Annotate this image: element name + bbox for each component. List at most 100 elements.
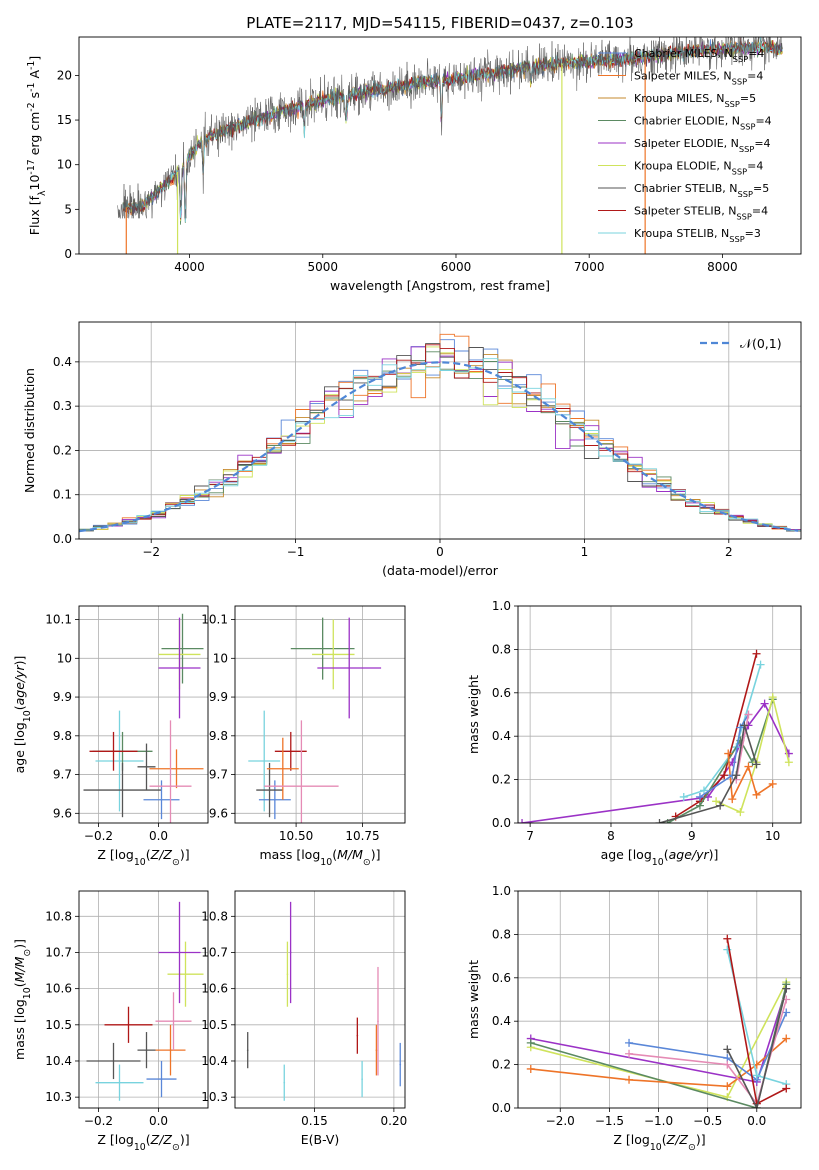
weight-line [726,988,788,1108]
legend-label: Salpeter MILES, NSSP​=4 [634,70,763,87]
weight-line [715,696,790,814]
y-tick-label: 1.0 [492,599,511,613]
weight-marker [736,723,745,732]
data-point [375,1049,378,1051]
data-point [160,1078,163,1080]
data-point [184,973,187,975]
weight-marker [784,758,793,767]
y-tick-label: 10.7 [201,945,228,959]
weight-marker [768,779,777,788]
y-tick-label: 9.8 [53,729,72,743]
y-tick-label: 0.2 [492,1058,511,1072]
data-point [282,767,284,770]
data-point [145,766,148,768]
weight-marker [723,1060,732,1069]
panel-ebv-mass: 0.15 0.20 10.3 10.4 10.5 10.6 10.7 10.8 E(B-V) [201,890,408,1147]
data-point [377,1020,379,1022]
y-tick-label: 10.8 [201,909,228,923]
data-point [169,1049,172,1051]
x-tick-label: 10 [765,829,780,843]
plot-area [86,901,204,1101]
y-tick-label: 9.9 [209,690,228,704]
y-axis-label: Flux [fλ​10-17​ erg cm-2​ s-1​ A-1​] [26,56,48,235]
x-axis-label: age [log10​(age/yr)] [601,847,719,868]
y-tick-label: 10.6 [45,982,72,996]
legend-label: Kroupa ELODIE, NSSP​=4 [634,160,763,177]
legend-label: Salpeter STELIB, NSSP​=4 [634,205,768,222]
axes-frame [517,605,802,824]
data-point [175,767,178,770]
legend-label: Chabrier MILES, NSSP​=4 [634,47,764,64]
weight-marker [625,1038,634,1047]
weight-marker [752,790,761,799]
x-tick-label: −1 [287,545,305,559]
data-point [289,750,292,753]
x-axis-label: (data-model)/error [382,563,499,578]
panel-residuals: −2 −1 0 1 2 0.0 0.1 0.2 0.3 0.4 (data-model)/error… [22,321,802,578]
weight-marker [625,1049,634,1058]
histogram-step [79,343,801,532]
data-point [283,1081,286,1084]
data-point [300,785,303,787]
y-tick-label: 10.1 [45,613,72,627]
x-tick-label: 0.0 [149,1114,168,1128]
x-axis-label: mass [log10​(M/M⊙​)] [260,847,381,868]
axes-frame [517,890,802,1109]
y-tick-label: 10.3 [45,1090,72,1104]
data-point [246,1049,249,1051]
y-tick-label: 0 [64,247,72,261]
legend-label: Chabrier ELODIE, NSSP​=4 [634,115,772,132]
weight-marker [744,710,753,719]
y-tick-label: 10 [57,158,72,172]
weight-marker [723,934,732,943]
plot-area [79,333,801,533]
data-point [361,1078,363,1080]
panel-spectrum: 4000 5000 6000 7000 8000 0 5 10 15 20 wavelength [… [26,36,802,293]
y-tick-label: 9.6 [209,806,228,820]
weight-marker [655,819,664,823]
x-tick-label: 0.20 [381,1114,408,1128]
data-point [399,1063,402,1066]
y-tick-label: 10.5 [45,1018,72,1032]
panel-mass-age: 10.50 10.75 9.6 9.7 9.8 9.9 10 10.1 mass [log10​… [201,605,406,868]
data-point [169,785,172,787]
y-tick-label: 0.0 [492,1101,511,1115]
y-axis-label: mass weight [466,960,481,1039]
histogram-step [79,358,801,531]
x-tick-label: −0.2 [84,829,113,843]
weight-marker [782,1034,791,1043]
y-tick-label: 0.8 [492,642,511,656]
data-point [118,1081,121,1084]
data-point [145,1049,148,1051]
data-point [112,1060,115,1062]
plot-area [248,617,382,823]
legend-label: Kroupa MILES, NSSP​=5 [634,92,756,109]
axes-frame [78,36,802,255]
x-tick-label: 5000 [308,260,339,274]
data-point [268,789,271,791]
x-tick-label: −2 [142,545,160,559]
weight-marker [782,1008,791,1017]
data-point [112,750,115,753]
weight-marker [732,771,741,780]
y-tick-label: 0.3 [53,399,72,413]
legend: 𝒩(0,1) [700,336,782,351]
y-tick-label: 0.0 [492,816,511,830]
weight-marker [728,795,737,804]
y-tick-label: 10.4 [201,1054,228,1068]
y-tick-label: 0.1 [53,488,72,502]
y-tick-label: 9.6 [53,806,72,820]
x-tick-label: −0.5 [693,1114,722,1128]
weight-marker [723,1045,732,1054]
legend-label: 𝒩(0,1) [740,336,782,351]
x-tick-label: 7 [526,829,534,843]
y-tick-label: 0.8 [492,927,511,941]
data-point [332,653,335,656]
panel-z-weight: −2.0 −1.5 −1.0 −0.5 0.0 0.0 0.2 0.4 0.6 0.8 1.0 Z [… [466,884,802,1153]
data-point [286,973,289,975]
data-point [263,760,266,762]
weight-marker [720,771,729,780]
weight-marker [756,660,765,669]
x-axis-label: E(B-V) [301,1132,340,1147]
